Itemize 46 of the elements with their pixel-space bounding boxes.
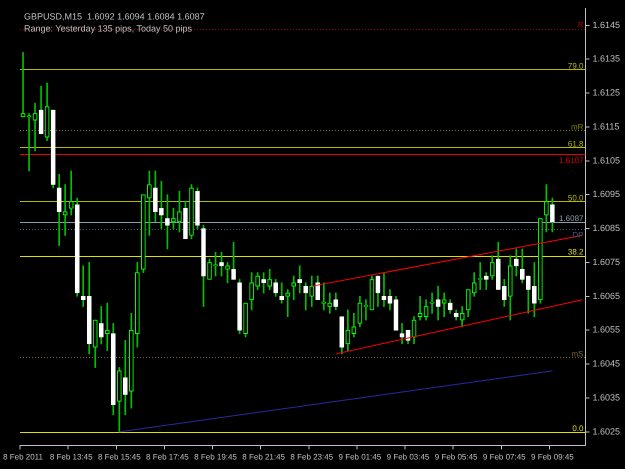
x-tick-label: 8 Feb 23:45 [290, 452, 334, 462]
y-tick-label: 1.6065 [592, 290, 620, 301]
annotation: 61.8 [568, 139, 584, 148]
x-tick-label: 9 Feb 09:45 [531, 452, 574, 462]
y-tick-label: 1.6105 [592, 155, 620, 166]
candlestick [400, 323, 404, 344]
y-tick-label: 1.6055 [592, 324, 620, 335]
x-tick-label: 8 Feb 17:45 [146, 452, 190, 462]
candlestick [171, 208, 176, 229]
ref-line-label: mR [571, 122, 584, 132]
chart-title: GBPUSD,M15 1.6092 1.6094 1.6084 1.6087 [24, 11, 205, 22]
candlestick [32, 102, 38, 152]
y-tick-label: 1.6135 [592, 54, 620, 64]
y-tick-label: 1.6035 [592, 392, 620, 402]
candlestick [418, 296, 422, 320]
annotation: 0.0 [572, 424, 584, 433]
x-tick-label: 8 Feb 15:45 [98, 452, 142, 462]
x-tick-label: 8 Feb 13:45 [50, 452, 94, 462]
ref-line-label: 1.6107 [559, 156, 584, 166]
candlestick [20, 52, 26, 118]
y-tick-label: 1.6095 [592, 189, 620, 200]
x-tick-label: 8 Feb 19:45 [194, 452, 238, 462]
candlestick [177, 191, 182, 232]
x-tick-label: 9 Feb 05:45 [434, 452, 478, 462]
y-tick-label: 1.6075 [592, 256, 620, 267]
x-tick-label: 8 Feb 21:45 [242, 452, 286, 462]
y-tick-label: 1.6025 [592, 426, 620, 436]
annotation: 38.2 [568, 248, 584, 257]
y-tick-label: 1.6115 [592, 121, 620, 132]
y-tick-label: 1.6085 [592, 223, 620, 234]
candlestick [219, 252, 224, 276]
annotation: 79.0 [568, 61, 584, 70]
x-tick-label: 9 Feb 01:45 [338, 452, 382, 462]
candlestick [382, 272, 386, 307]
candlestick [225, 262, 230, 284]
y-tick-label: 1.6125 [592, 88, 620, 98]
y-tick-label: 1.6045 [592, 358, 620, 369]
ref-line-label: 1.6087 [559, 214, 584, 223]
ref-line-label: R [578, 20, 584, 30]
x-tick-label: 8 Feb 2011 [3, 452, 44, 462]
annotation: 50.0 [568, 193, 584, 202]
text: Range: Yesterday 135 pips, Today 50 pips [24, 23, 192, 34]
y-tick-label: 1.6145 [592, 20, 620, 30]
ref-line-label: mS [571, 349, 584, 358]
x-tick-label: 9 Feb 07:45 [482, 452, 526, 462]
x-tick-label: 9 Feb 03:45 [386, 452, 430, 462]
